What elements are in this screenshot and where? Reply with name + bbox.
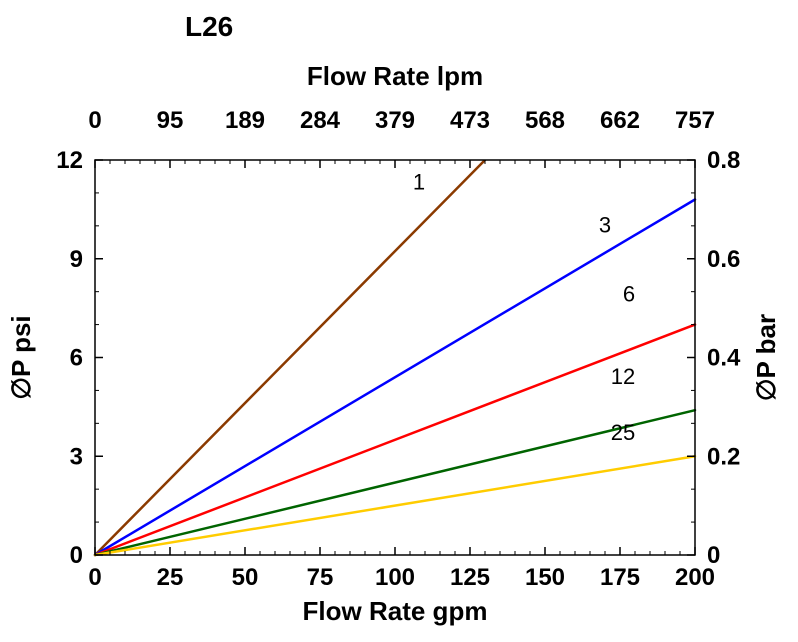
- x-bottom-tick-label: 25: [157, 564, 184, 591]
- y-right-tick-label: 0.6: [707, 246, 740, 273]
- x-top-tick-label: 0: [88, 107, 101, 134]
- series-line: [95, 325, 695, 555]
- series-label: 3: [599, 212, 611, 237]
- y-right-tick-label: 0.2: [707, 443, 740, 470]
- x-bottom-tick-label: 150: [525, 564, 565, 591]
- x-top-tick-label: 189: [225, 107, 265, 134]
- x-top-tick-label: 95: [157, 107, 184, 134]
- x-top-tick-label: 473: [450, 107, 490, 134]
- series-label: 1: [413, 170, 425, 195]
- x-top-tick-label: 379: [375, 107, 415, 134]
- x-bottom-tick-label: 100: [375, 564, 415, 591]
- x-top-tick-label: 284: [300, 107, 341, 134]
- pressure-drop-chart: L26Flow Rate lpm095189284379473568662757…: [0, 0, 798, 642]
- x-bottom-tick-label: 125: [450, 564, 490, 591]
- y-right-axis-label: ∅P bar: [751, 314, 781, 401]
- x-top-tick-label: 757: [675, 107, 715, 134]
- y-left-tick-label: 6: [70, 345, 83, 372]
- chart-container: L26Flow Rate lpm095189284379473568662757…: [0, 0, 798, 642]
- y-left-tick-label: 9: [70, 246, 83, 273]
- y-left-tick-label: 3: [70, 443, 83, 470]
- y-right-tick-label: 0: [707, 542, 720, 569]
- series-label: 25: [611, 420, 635, 445]
- chart-title: L26: [185, 11, 233, 42]
- x-bottom-tick-label: 0: [88, 564, 101, 591]
- series-label: 12: [611, 364, 635, 389]
- y-right-tick-label: 0.4: [707, 345, 741, 372]
- series-line: [95, 410, 695, 555]
- y-left-axis-label: ∅P psi: [6, 315, 36, 399]
- x-bottom-tick-label: 175: [600, 564, 640, 591]
- y-right-tick-label: 0.8: [707, 147, 740, 174]
- x-bottom-tick-label: 50: [232, 564, 259, 591]
- x-bottom-axis-label: Flow Rate gpm: [303, 596, 488, 626]
- x-bottom-tick-label: 75: [307, 564, 334, 591]
- x-top-tick-label: 568: [525, 107, 565, 134]
- y-left-tick-label: 12: [56, 147, 83, 174]
- series-label: 6: [623, 282, 635, 307]
- y-left-tick-label: 0: [70, 542, 83, 569]
- x-top-axis-label: Flow Rate lpm: [307, 61, 483, 91]
- series-line: [95, 456, 695, 555]
- x-top-tick-label: 662: [600, 107, 640, 134]
